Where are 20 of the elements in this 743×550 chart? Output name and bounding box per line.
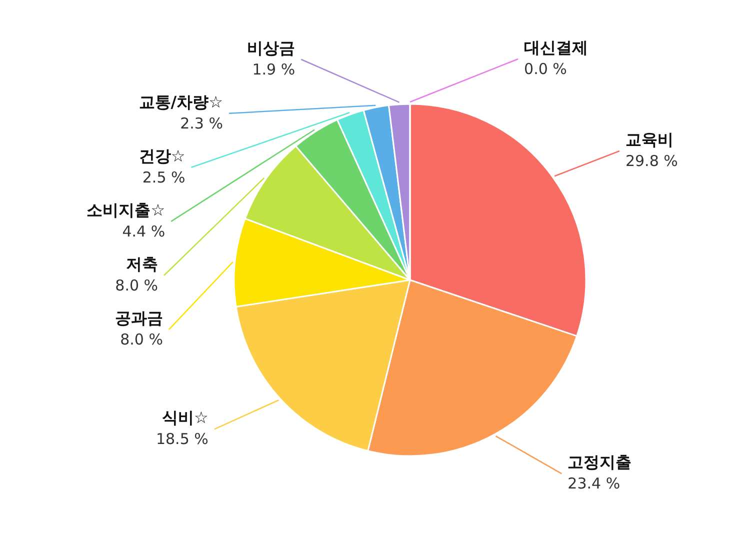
- text: 0.0 %: [524, 60, 567, 78]
- data-label: 8.0 %: [115, 276, 158, 294]
- data-label: 4.4 %: [122, 222, 166, 240]
- data-label: 8.0 %: [120, 330, 164, 348]
- slice-label: 공과금: [115, 308, 164, 328]
- data-label: 2.3 %: [180, 114, 223, 132]
- slice-label: 소비지출☆: [86, 200, 166, 220]
- slice-label: 비상금: [247, 38, 296, 58]
- slice-label: 고정지출: [568, 452, 632, 472]
- data-label: 2.5 %: [142, 168, 186, 186]
- data-label: 23.4 %: [568, 474, 620, 493]
- slice-label: 저축: [126, 254, 158, 274]
- data-label: 1.9 %: [252, 60, 296, 78]
- slice-label: 건강☆: [138, 146, 186, 166]
- slice-label: 식비☆: [162, 408, 208, 428]
- slice-label: 교육비: [625, 130, 674, 150]
- category-label: 대신결제: [524, 38, 588, 57]
- data-label: 18.5 %: [156, 430, 208, 448]
- data-label: 29.8 %: [625, 152, 678, 170]
- slice-label: 교통/차량☆: [138, 92, 223, 112]
